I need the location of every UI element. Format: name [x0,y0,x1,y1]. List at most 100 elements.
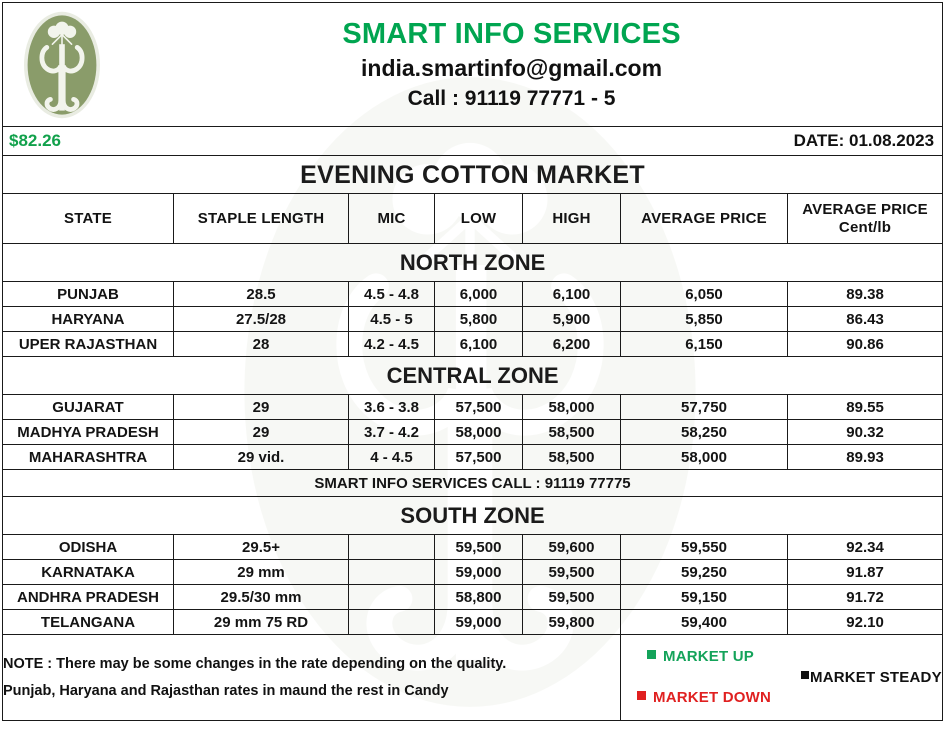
report-date: DATE: 01.08.2023 [793,131,935,150]
cell-mic [348,584,435,610]
logo-wrap [3,9,121,121]
cell-staple: 29.5/30 mm [173,584,349,610]
title-cell: EVENING COTTON MARKET [1,155,944,194]
table-row: MAHARASHTRA 29 vid. 4 - 4.5 57,500 58,500 58,… [2,444,944,470]
cell-avg: 5,850 [620,306,788,332]
cell-low: 59,000 [434,609,523,635]
cell-high: 5,900 [522,306,621,332]
brand-phone: Call : 91119 77771 - 5 [407,86,616,110]
column-header-label: LOW [460,209,497,227]
cell-staple: 29 mm [173,559,349,585]
zone-band-row: NORTH ZONE [1,243,944,282]
cell-high: 59,800 [522,609,621,635]
cell-low: 58,800 [434,584,523,610]
table-row: KARNATAKA 29 mm 59,000 59,500 59,250 91.87 [2,559,944,585]
column-header-label: AVERAGE PRICE [802,201,928,219]
cell-low: 58,000 [434,419,523,445]
market-up-swatch-icon [647,649,656,659]
cell-mic: 4.2 - 4.5 [348,331,435,357]
cell-high: 58,500 [522,419,621,445]
legend-label-market-up: MARKET UP [663,647,754,665]
cell-cent: 91.72 [786,584,944,610]
column-header-label: HIGH [552,209,591,227]
cell-state: MAHARASHTRA [2,444,174,470]
cell-avg: 58,250 [620,419,788,445]
column-header-label: STAPLE LENGTH [197,209,325,227]
column-header-label: AVERAGE PRICE [641,209,767,227]
brand-name: SMART INFO SERVICES [342,17,681,50]
cell-low: 6,100 [434,331,523,357]
zone-band-central-zone: CENTRAL ZONE [1,356,944,395]
column-header-staple-length: STAPLE LENGTH [173,193,349,244]
cell-staple: 29 [173,419,349,445]
cell-low: 6,000 [434,281,523,307]
cell-staple: 29 vid. [173,444,349,470]
cell-mic: 3.6 - 3.8 [348,394,435,420]
cell-cent: 92.10 [786,609,944,635]
cell-avg: 58,000 [620,444,788,470]
quote-date-strip: $82.26 DATE: 01.08.2023 [3,128,942,155]
zone-band-label: CENTRAL ZONE [386,362,559,388]
cell-avg: 6,150 [620,331,788,357]
cell-cent: 89.55 [786,394,944,420]
title-row: EVENING COTTON MARKET [1,155,944,194]
cell-staple: 27.5/28 [173,306,349,332]
column-header-average-price-cent-lb: AVERAGE PRICE Cent/lb [786,193,944,244]
footer-note-line-2: Punjab, Haryana and Rajasthan rates in m… [3,683,449,699]
zone-band-south-zone: SOUTH ZONE [1,496,944,535]
cell-staple: 29.5+ [173,534,349,560]
zone-band-row: CENTRAL ZONE [1,356,944,395]
footer-note-line-1: NOTE : There may be some changes in the … [3,655,507,672]
cell-mic [348,559,435,585]
cell-avg: 57,750 [620,394,788,420]
cell-cent: 91.87 [786,559,944,585]
promo-call-text: SMART INFO SERVICES CALL : 91119 77775 [1,469,944,497]
cell-avg: 59,150 [620,584,788,610]
legend-item-market-up: MARKET UP [647,648,754,665]
table-row: ODISHA 29.5+ 59,500 59,600 59,550 92.34 [2,534,944,560]
cell-low: 57,500 [434,394,523,420]
legend-cell: MARKET UP MARKET STEADY MARKET DOWN [619,634,944,721]
cell-staple: 28.5 [173,281,349,307]
cell-low: 59,500 [434,534,523,560]
cell-mic: 4.5 - 4.8 [348,281,435,307]
table-row: UPER RAJASTHAN 28 4.2 - 4.5 6,100 6,200 6,150… [2,331,944,357]
promo-row: SMART INFO SERVICES CALL : 91119 77775 [1,469,944,497]
cell-mic [348,534,435,560]
cell-mic: 4 - 4.5 [348,444,435,470]
cell-cent: 86.43 [786,306,944,332]
cell-staple: 29 [173,394,349,420]
cell-low: 59,000 [434,559,523,585]
quote-date-row: $82.26 DATE: 01.08.2023 [1,126,944,156]
column-header-mic: MIC [348,193,435,244]
cell-state: MADHYA PRADESH [2,419,174,445]
table-row: ANDHRA PRADESH 29.5/30 mm 58,800 59,500 59,1… [2,584,944,610]
cell-avg: 59,400 [620,609,788,635]
cell-mic: 4.5 - 5 [348,306,435,332]
report-table: SMART INFO SERVICES india.smartinfo@gmai… [1,2,944,721]
legend-label-market-steady: MARKET STEADY [810,668,942,686]
cell-low: 5,800 [434,306,523,332]
cell-high: 59,500 [522,584,621,610]
page-title: EVENING COTTON MARKET [300,160,645,189]
masthead-cell: SMART INFO SERVICES india.smartinfo@gmai… [1,2,944,127]
zone-band-label: NORTH ZONE [399,249,546,275]
cell-state: KARNATAKA [2,559,174,585]
cell-cent: 90.32 [786,419,944,445]
cell-high: 6,200 [522,331,621,357]
column-header-sublabel: Cent/lb [838,218,892,236]
cell-cent: 89.93 [786,444,944,470]
footer-row: NOTE : There may be some changes in the … [2,634,944,721]
footer-note-cell: NOTE : There may be some changes in the … [2,634,621,721]
cell-staple: 28 [173,331,349,357]
cell-cent: 92.34 [786,534,944,560]
cell-mic [348,609,435,635]
cell-state: UPER RAJASTHAN [2,331,174,357]
table-row: MADHYA PRADESH 29 3.7 - 4.2 58,000 58,500 58,… [2,419,944,445]
column-header-high: HIGH [522,193,621,244]
cell-high: 59,500 [522,559,621,585]
cell-staple: 29 mm 75 RD [173,609,349,635]
masthead: SMART INFO SERVICES india.smartinfo@gmai… [3,5,942,125]
column-header-average-price: AVERAGE PRICE [620,193,788,244]
